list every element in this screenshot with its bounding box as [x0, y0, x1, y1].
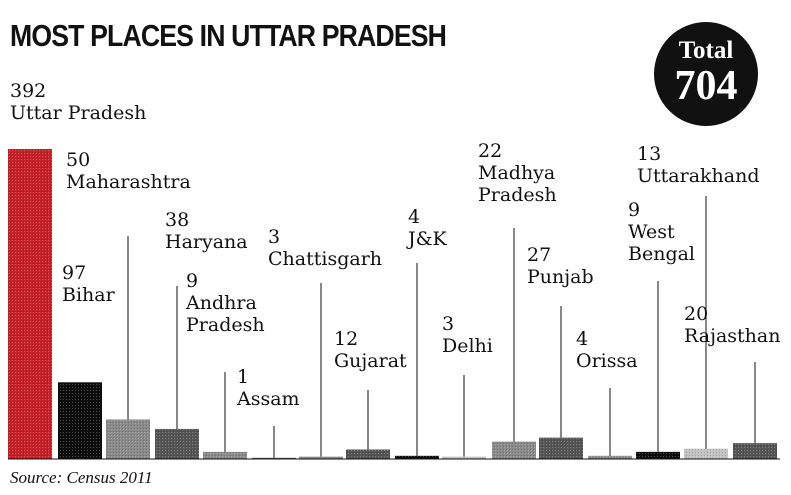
- category-label-delhi: Delhi: [442, 335, 493, 357]
- bar-texture-bihar: [58, 382, 102, 459]
- bar-texture-assam: [252, 457, 296, 459]
- bar-texture-rajasthan: [733, 443, 777, 459]
- chart-title: MOST PLACES IN UTTAR PRADESH: [10, 18, 447, 53]
- category-label-rajasthan: Rajasthan: [684, 325, 780, 347]
- value-label-uttarakhand: 13: [637, 143, 661, 165]
- value-label-uttar-pradesh: 392: [10, 80, 46, 102]
- value-label-maharashtra: 50: [66, 149, 90, 171]
- bar-texture-uttar-pradesh: [8, 149, 52, 459]
- total-label: Total: [678, 37, 734, 64]
- bar-texture-delhi: [442, 456, 486, 459]
- category-label-uttarakhand: Uttarakhand: [637, 165, 760, 187]
- value-label-gujarat: 12: [334, 328, 358, 350]
- category-label-andhra-pradesh: Andhra: [185, 292, 257, 314]
- value-label-j-k: 4: [408, 206, 420, 228]
- value-label-bihar: 97: [62, 262, 86, 284]
- category-label-punjab: Punjab: [527, 266, 594, 288]
- category-label-assam: Assam: [236, 388, 300, 410]
- category-label-chattisgarh: Chattisgarh: [268, 248, 382, 270]
- bar-texture-maharashtra: [106, 419, 150, 459]
- bar-texture-andhra-pradesh: [203, 451, 247, 459]
- category-label-madhya-pradesh: Madhya: [478, 162, 555, 184]
- category-label-maharashtra: Maharashtra: [66, 171, 191, 193]
- category-label-madhya-pradesh: Pradesh: [478, 184, 557, 206]
- value-label-punjab: 27: [527, 244, 551, 266]
- category-label-j-k: J&K: [406, 228, 448, 250]
- value-label-orissa: 4: [576, 328, 588, 350]
- value-label-delhi: 3: [442, 313, 454, 335]
- value-label-andhra-pradesh: 9: [186, 270, 198, 292]
- category-label-gujarat: Gujarat: [334, 350, 407, 372]
- bar-texture-orissa: [588, 455, 632, 459]
- total-badge: Total 704: [654, 22, 758, 126]
- value-label-haryana: 38: [165, 209, 189, 231]
- bars-group: [8, 149, 777, 459]
- category-label-andhra-pradesh: Pradesh: [186, 314, 265, 336]
- value-label-rajasthan: 20: [684, 303, 708, 325]
- bar-texture-uttarakhand: [684, 448, 728, 459]
- category-label-bihar: Bihar: [62, 284, 116, 306]
- bar-texture-haryana: [155, 428, 199, 459]
- bar-texture-madhya-pradesh: [492, 441, 536, 459]
- source-note: Source: Census 2011: [10, 468, 153, 487]
- value-label-madhya-pradesh: 22: [478, 140, 502, 162]
- bar-texture-gujarat: [346, 449, 390, 459]
- leader-lines-group: [127, 196, 756, 458]
- bar-texture-punjab: [539, 437, 583, 459]
- category-label-uttar-pradesh: Uttar Pradesh: [10, 102, 146, 124]
- value-label-assam: 1: [237, 366, 249, 388]
- value-label-west-bengal: 9: [628, 199, 640, 221]
- bar-texture-chattisgarh: [299, 456, 343, 459]
- total-value: 704: [674, 63, 738, 109]
- value-label-chattisgarh: 3: [268, 226, 280, 248]
- bar-texture-j-k: [395, 455, 439, 459]
- category-label-haryana: Haryana: [165, 231, 248, 253]
- bar-texture-west-bengal: [636, 451, 680, 459]
- category-label-west-bengal: Bengal: [628, 243, 695, 265]
- category-label-orissa: Orissa: [576, 350, 638, 372]
- category-label-west-bengal: West: [628, 221, 675, 243]
